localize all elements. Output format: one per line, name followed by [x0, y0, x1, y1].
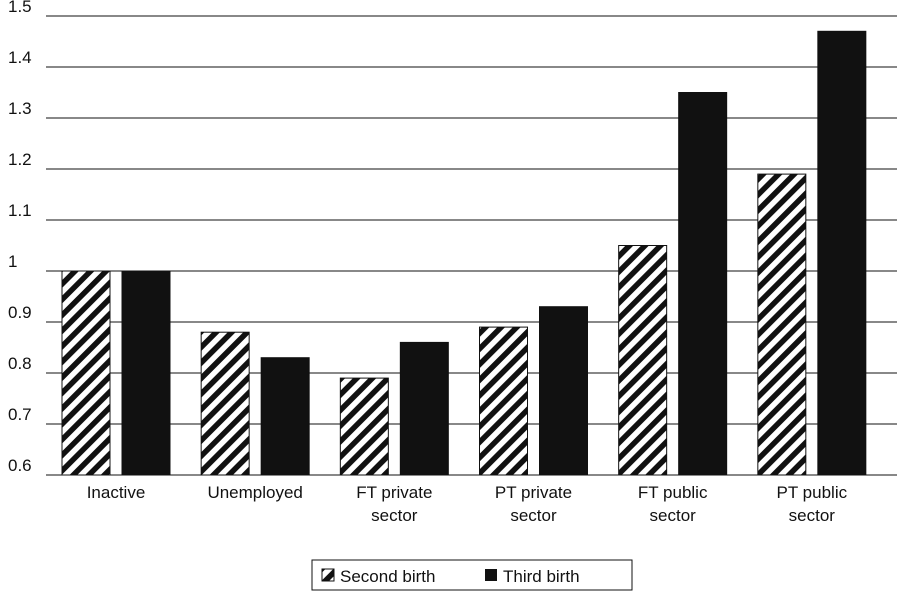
x-category-label: FT private [356, 483, 432, 502]
x-category-label: FT public [638, 483, 708, 502]
x-axis-category-labels: Inactive Unemployed FT private sector PT pri… [87, 483, 848, 525]
y-axis-tick-labels: 0.6 0.7 0.8 0.9 1 1.1 1.2 1.3 1.4 1.5 [8, 0, 32, 475]
x-category-label: sector [371, 506, 418, 525]
bar-second-birth [479, 326, 528, 476]
bar-third-birth [539, 306, 588, 476]
y-tick-label: 1.2 [8, 150, 32, 169]
y-tick-label: 1 [8, 252, 17, 271]
y-tick-label: 1.4 [8, 48, 32, 67]
y-tick-label: 0.6 [8, 456, 32, 475]
legend: Second birth Third birth [311, 559, 633, 591]
x-category-label: PT private [495, 483, 572, 502]
bar-second-birth [339, 377, 389, 476]
bar-second-birth [757, 173, 807, 476]
y-tick-label: 0.8 [8, 354, 32, 373]
x-category-label: sector [650, 506, 697, 525]
x-category-label: sector [789, 506, 836, 525]
bar-third-birth [121, 270, 171, 476]
y-tick-label: 1.3 [8, 99, 32, 118]
bar-third-birth [817, 30, 867, 476]
y-tick-label: 0.7 [8, 405, 32, 424]
legend-swatch-third-birth [485, 569, 497, 581]
legend-swatch-second-birth [321, 568, 335, 582]
x-category-label: Inactive [87, 483, 146, 502]
y-tick-label: 1.5 [8, 0, 32, 16]
bars [61, 30, 867, 476]
legend-label-second-birth: Second birth [340, 567, 435, 586]
legend-label-third-birth: Third birth [503, 567, 580, 586]
y-tick-label: 1.1 [8, 201, 32, 220]
bar-second-birth [61, 270, 111, 476]
gridlines [46, 15, 897, 425]
bar-second-birth [618, 245, 668, 476]
bar-second-birth [200, 331, 250, 476]
y-tick-label: 0.9 [8, 303, 32, 322]
bar-third-birth [399, 341, 449, 476]
bar-third-birth [678, 92, 728, 476]
legend-box [311, 559, 633, 591]
x-category-label: Unemployed [207, 483, 302, 502]
x-category-label: PT public [777, 483, 848, 502]
x-category-label: sector [510, 506, 557, 525]
bar-third-birth [260, 357, 310, 476]
